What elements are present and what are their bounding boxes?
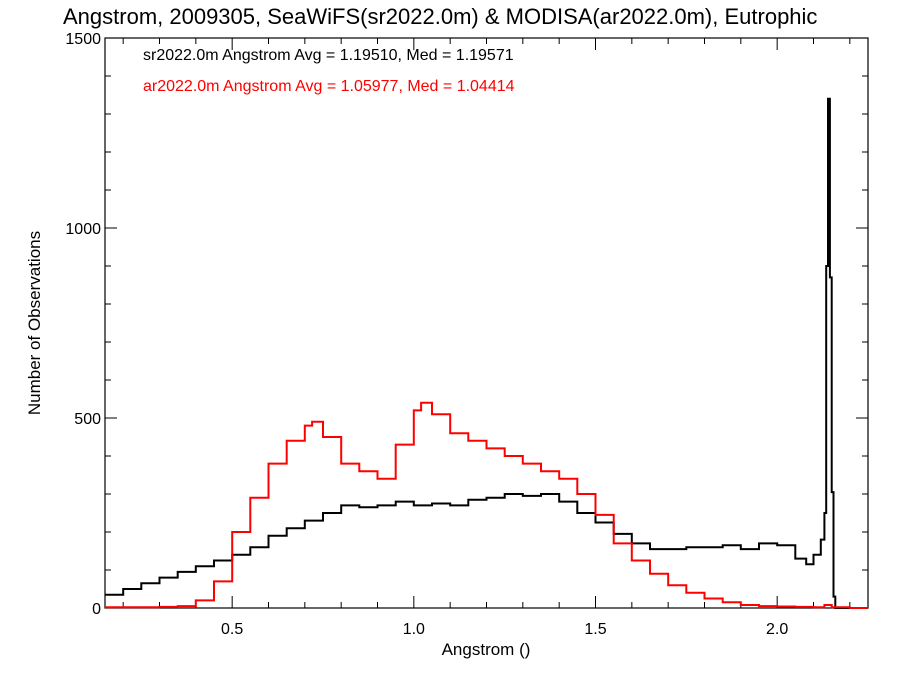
y-tick-label: 500: [74, 411, 101, 428]
legend-entry-black: sr2022.0m Angstrom Avg = 1.19510, Med = …: [143, 47, 514, 64]
axis-ticks: 0.5 1.0 1.5 2.0 0 500 1000 1500: [65, 31, 868, 638]
series-group: [105, 97, 868, 609]
series-line-1: [105, 401, 868, 609]
y-axis-label: Number of Observations: [25, 231, 44, 415]
x-tick-label: 2.0: [766, 621, 788, 638]
chart-title: Angstrom, 2009305, SeaWiFS(sr2022.0m) & …: [63, 4, 817, 29]
y-tick-label: 0: [92, 601, 101, 618]
x-tick-label: 1.5: [584, 621, 606, 638]
legend-entry-red: ar2022.0m Angstrom Avg = 1.05977, Med = …: [143, 78, 515, 95]
y-tick-label: 1000: [65, 221, 101, 238]
plot-frame: [104, 37, 869, 609]
y-tick-label: 1500: [65, 31, 101, 48]
x-tick-label: 1.0: [403, 621, 425, 638]
x-axis-label: Angstrom (): [442, 640, 531, 659]
x-tick-label: 0.5: [221, 621, 243, 638]
series-line-0: [105, 97, 868, 609]
